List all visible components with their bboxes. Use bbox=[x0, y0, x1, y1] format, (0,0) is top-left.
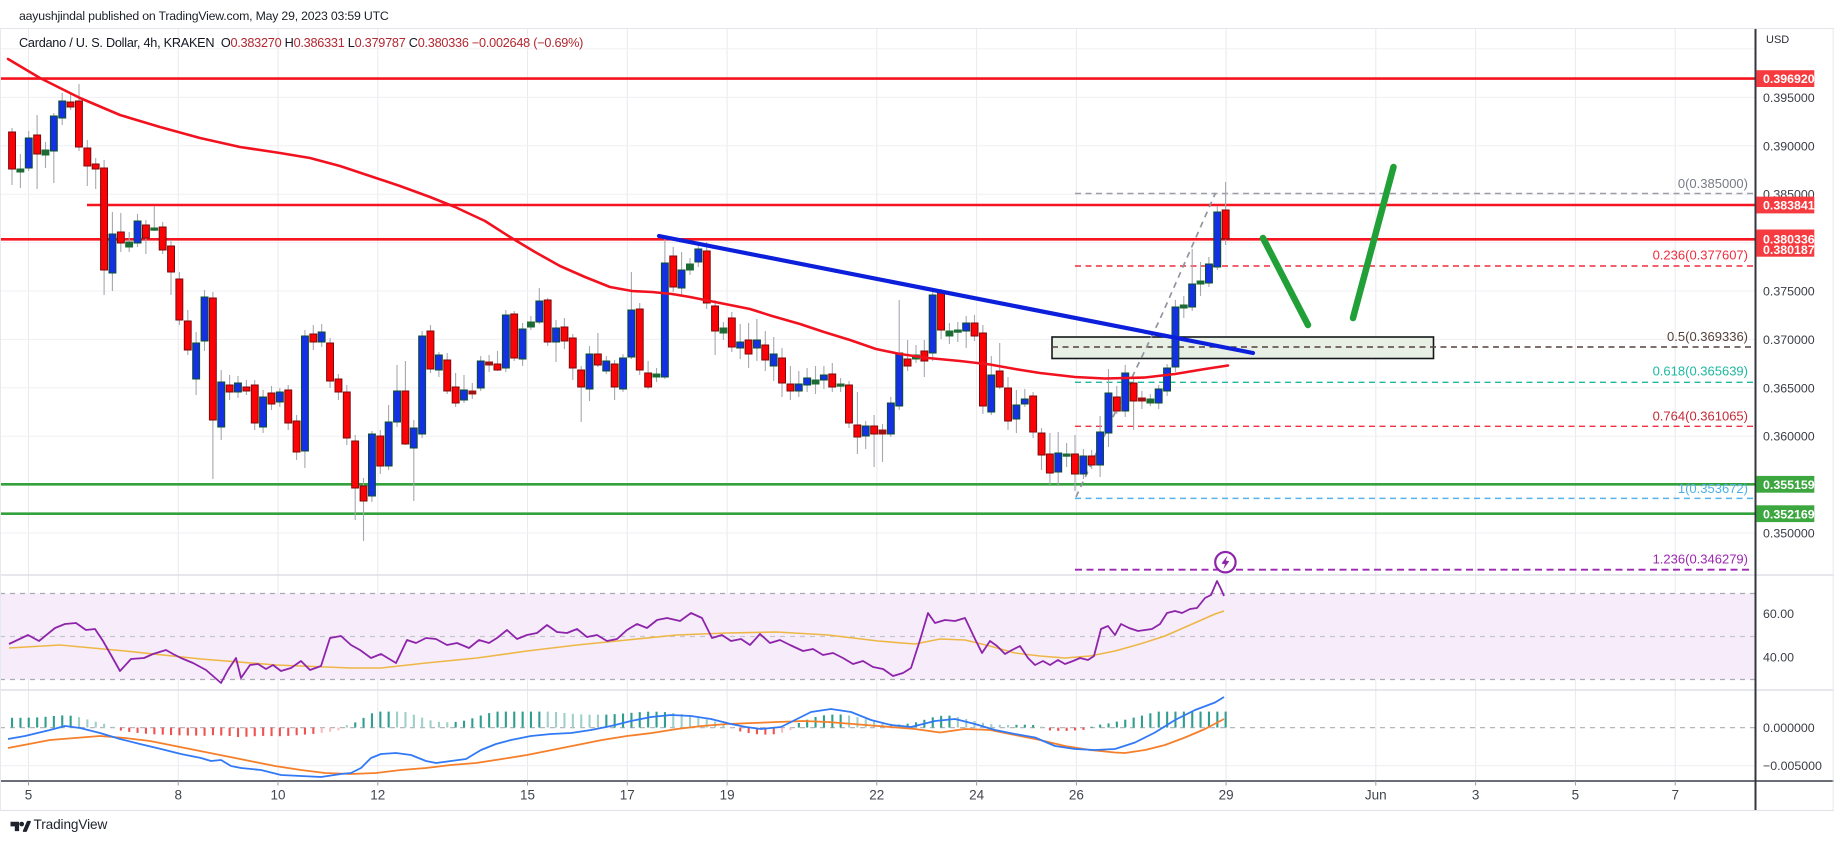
svg-text:0.360000: 0.360000 bbox=[1763, 430, 1815, 444]
svg-text:0.350000: 0.350000 bbox=[1763, 527, 1815, 541]
svg-text:Jun: Jun bbox=[1365, 788, 1387, 803]
svg-text:0.380336: 0.380336 bbox=[1763, 232, 1815, 246]
svg-text:19: 19 bbox=[720, 788, 735, 803]
svg-text:0.383841: 0.383841 bbox=[1763, 199, 1815, 213]
svg-text:0.395000: 0.395000 bbox=[1763, 91, 1815, 105]
svg-text:5: 5 bbox=[1572, 788, 1580, 803]
svg-text:0.355159: 0.355159 bbox=[1763, 478, 1815, 492]
svg-text:TradingView: TradingView bbox=[34, 817, 108, 832]
svg-text:0.5(0.369336): 0.5(0.369336) bbox=[1667, 329, 1748, 344]
svg-text:0.618(0.365639): 0.618(0.365639) bbox=[1653, 364, 1748, 379]
svg-text:3: 3 bbox=[1472, 788, 1480, 803]
svg-text:0.000000: 0.000000 bbox=[1763, 721, 1815, 735]
svg-text:0.375000: 0.375000 bbox=[1763, 285, 1815, 299]
svg-text:0.380187: 0.380187 bbox=[1763, 243, 1815, 257]
svg-text:7: 7 bbox=[1671, 788, 1679, 803]
svg-text:22: 22 bbox=[869, 788, 884, 803]
svg-text:60.00: 60.00 bbox=[1763, 607, 1794, 621]
svg-text:0.390000: 0.390000 bbox=[1763, 139, 1815, 153]
svg-text:17: 17 bbox=[620, 788, 635, 803]
svg-text:40.00: 40.00 bbox=[1763, 651, 1794, 665]
svg-text:0(0.385000): 0(0.385000) bbox=[1678, 176, 1748, 191]
svg-text:0.236(0.377607): 0.236(0.377607) bbox=[1653, 248, 1748, 263]
svg-text:1(0.353672): 1(0.353672) bbox=[1678, 481, 1748, 496]
svg-text:10: 10 bbox=[270, 788, 285, 803]
svg-text:8: 8 bbox=[174, 788, 182, 803]
svg-text:15: 15 bbox=[520, 788, 535, 803]
svg-text:1.236(0.346279): 1.236(0.346279) bbox=[1653, 552, 1748, 567]
svg-text:5: 5 bbox=[25, 788, 33, 803]
svg-text:12: 12 bbox=[370, 788, 385, 803]
svg-text:USD: USD bbox=[1766, 34, 1789, 46]
svg-text:24: 24 bbox=[969, 788, 985, 803]
svg-text:−0.005000: −0.005000 bbox=[1763, 759, 1822, 773]
svg-text:Cardano / U. S. Dollar, 4h, KR: Cardano / U. S. Dollar, 4h, KRAKEN O0.38… bbox=[19, 36, 583, 50]
svg-text:0.764(0.361065): 0.764(0.361065) bbox=[1653, 409, 1748, 424]
svg-text:0.352169: 0.352169 bbox=[1763, 507, 1815, 521]
svg-text:0.365000: 0.365000 bbox=[1763, 381, 1815, 395]
svg-text:0.396920: 0.396920 bbox=[1763, 72, 1815, 86]
svg-text:29: 29 bbox=[1219, 788, 1234, 803]
svg-text:0.370000: 0.370000 bbox=[1763, 333, 1815, 347]
svg-text:26: 26 bbox=[1069, 788, 1084, 803]
svg-text:aayushjindal published on Trad: aayushjindal published on TradingView.co… bbox=[19, 9, 389, 23]
